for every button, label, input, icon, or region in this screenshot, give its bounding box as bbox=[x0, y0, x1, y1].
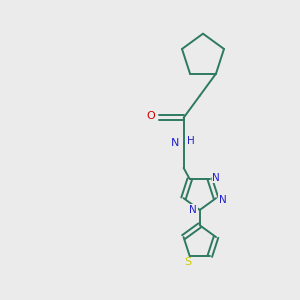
Text: N: N bbox=[212, 172, 220, 183]
Text: O: O bbox=[147, 111, 156, 121]
Text: N: N bbox=[219, 195, 226, 205]
Text: H: H bbox=[187, 136, 195, 146]
Text: S: S bbox=[185, 257, 192, 267]
Text: N: N bbox=[189, 205, 197, 215]
Text: N: N bbox=[171, 138, 179, 148]
